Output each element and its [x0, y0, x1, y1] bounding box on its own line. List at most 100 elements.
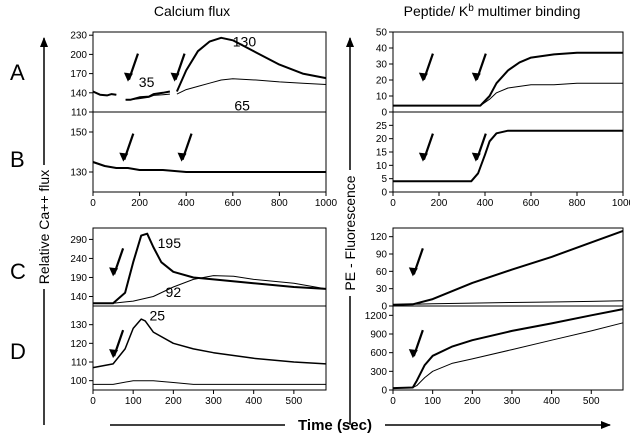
- a-calcium-ytick-label-3: 200: [70, 50, 87, 61]
- a-calcium-series-1: [92, 78, 327, 101]
- c-calcium-ytick-label-1: 190: [70, 273, 87, 284]
- a-calcium-ytick-label-1: 140: [70, 88, 87, 99]
- a-binding-ytick-label-5: 50: [376, 28, 388, 39]
- a-calcium-stim-arrowhead-1: [170, 72, 180, 82]
- right-y-label-bg: [340, 170, 360, 296]
- b-binding-stim-arrowhead-1: [471, 152, 481, 162]
- b-calcium-xtick-label-3: 600: [224, 198, 241, 209]
- d-binding-ytick-label-2: 600: [370, 348, 387, 359]
- d-calcium-annotation-0: 25: [149, 307, 165, 323]
- binding-title-tail: multimer binding: [474, 3, 581, 19]
- calcium-flux-title: Calcium flux: [154, 3, 230, 19]
- c-binding-ytick-label-0: 0: [381, 302, 387, 313]
- b-binding-ytick-label-1: 5: [381, 174, 387, 185]
- a-binding-ytick-label-3: 30: [376, 60, 388, 71]
- b-calcium-frame: [92, 111, 327, 193]
- a-binding-ytick-label-2: 20: [376, 76, 388, 87]
- b-binding-xtick-label-2: 400: [477, 198, 494, 209]
- b-calcium-stim-arrowhead-1: [177, 152, 187, 162]
- a-calcium-ytick-label-2: 170: [70, 69, 87, 80]
- d-binding-xtick-label-3: 300: [504, 396, 521, 407]
- b-calcium-series-0: [92, 161, 326, 173]
- d-binding-stim-arrowhead-0: [408, 349, 418, 359]
- b-calcium-ytick-label-0: 130: [70, 168, 87, 179]
- a-calcium-stim-arrowhead-0: [123, 72, 133, 82]
- b-binding-series-0: [393, 129, 623, 183]
- d-binding-xtick-label-2: 200: [464, 396, 481, 407]
- d-calcium-stim-arrowhead-0: [109, 349, 119, 359]
- a-binding-ytick-label-1: 10: [376, 92, 388, 103]
- b-binding-ytick-label-3: 15: [376, 148, 388, 159]
- d-calcium-xtick-label-1: 100: [125, 396, 142, 407]
- b-binding-ytick-label-0: 0: [381, 188, 387, 199]
- c-binding-series-0: [392, 229, 624, 306]
- c-binding-ytick-label-1: 30: [376, 284, 388, 295]
- d-calcium-xtick-label-5: 500: [286, 396, 303, 407]
- row-label-c: C: [10, 259, 26, 284]
- d-calcium-frame: [92, 305, 327, 391]
- d-binding-ytick-label-4: 1200: [365, 311, 388, 322]
- c-calcium-series-1: [93, 275, 327, 304]
- c-binding-frame: [392, 227, 624, 307]
- a-calcium-annotation-1: 35: [139, 74, 155, 90]
- d-binding-frame: [392, 305, 624, 391]
- b-calcium-xtick-label-0: 0: [90, 198, 96, 209]
- b-binding-ytick-label-2: 10: [376, 161, 388, 172]
- b-calcium-ytick-label-1: 150: [70, 128, 87, 139]
- a-binding-stim-arrowhead-1: [471, 72, 481, 82]
- b-calcium-xtick-label-1: 200: [131, 198, 148, 209]
- d-binding-xtick-label-4: 400: [543, 396, 560, 407]
- a-binding-ytick-label-4: 40: [376, 44, 388, 55]
- left-y-label-bg: [34, 165, 54, 289]
- c-calcium-annotation-1: 92: [166, 284, 182, 300]
- d-calcium-xtick-label-2: 200: [165, 396, 182, 407]
- c-calcium-ytick-label-0: 140: [70, 292, 87, 303]
- d-calcium-ytick-label-1: 110: [71, 358, 87, 369]
- row-label-b: B: [10, 147, 25, 172]
- d-binding-series-0: [392, 308, 624, 390]
- b-calcium-stim-arrowhead-0: [119, 152, 129, 162]
- right-y-title: PE - Fluorescence: [342, 175, 358, 290]
- d-calcium-series-1: [93, 380, 326, 385]
- b-calcium-xtick-label-4: 800: [271, 198, 288, 209]
- a-calcium-ytick-label-4: 230: [70, 31, 87, 42]
- c-calcium-series-0: [93, 232, 327, 305]
- d-calcium-xtick-label-4: 400: [245, 396, 262, 407]
- row-label-d: D: [10, 339, 26, 364]
- c-calcium-frame: [92, 227, 327, 307]
- c-binding-ytick-label-3: 90: [376, 250, 388, 261]
- d-binding-series-1: [392, 322, 624, 389]
- c-binding-ytick-label-4: 120: [370, 232, 387, 243]
- d-binding-ytick-label-3: 900: [370, 330, 387, 341]
- b-calcium-xtick-label-2: 400: [178, 198, 195, 209]
- b-binding-ytick-label-5: 25: [376, 121, 388, 132]
- d-calcium-series-0: [92, 318, 327, 369]
- c-binding-ytick-label-2: 60: [376, 267, 388, 278]
- time-axis-title: Time (sec): [298, 417, 372, 434]
- a-calcium-annotation-2: 65: [234, 98, 250, 114]
- a-binding-ytick-label-0: 0: [381, 108, 387, 119]
- binding-title: Peptide/ Kb multimer binding: [404, 3, 581, 19]
- left-y-title: Relative Ca++ flux: [36, 170, 52, 284]
- binding-title-sup: b: [468, 3, 474, 14]
- c-calcium-annotation-0: 195: [158, 235, 182, 251]
- b-binding-xtick-label-0: 0: [390, 198, 396, 209]
- a-binding-series-0: [393, 51, 623, 107]
- b-binding-xtick-label-1: 200: [431, 198, 448, 209]
- d-calcium-ytick-label-3: 130: [70, 320, 87, 331]
- b-binding-stim-arrowhead-0: [418, 152, 428, 162]
- a-binding-series-1: [393, 82, 623, 107]
- b-binding-xtick-label-5: 1000: [612, 198, 630, 209]
- d-calcium-ytick-label-0: 100: [70, 376, 87, 387]
- b-binding-ytick-label-4: 20: [376, 134, 388, 145]
- c-calcium-stim-arrowhead-0: [109, 267, 119, 277]
- c-calcium-ytick-label-3: 290: [70, 235, 87, 246]
- d-calcium-xtick-label-3: 300: [205, 396, 222, 407]
- c-calcium-ytick-label-2: 240: [70, 254, 87, 265]
- d-binding-ytick-label-0: 0: [381, 386, 387, 397]
- c-binding-series-1: [392, 300, 624, 306]
- d-binding-xtick-label-1: 100: [424, 396, 441, 407]
- a-calcium-series-0: [92, 36, 327, 101]
